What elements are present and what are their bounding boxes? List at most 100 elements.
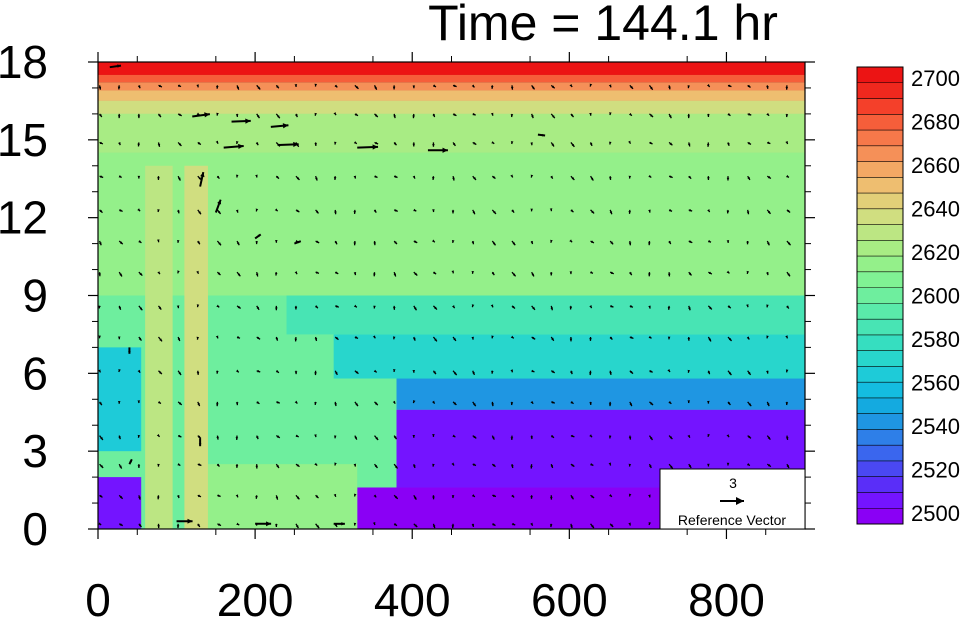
wind-vector [471,240,475,245]
wind-vector [274,208,279,212]
wind-vector [687,85,691,89]
wind-vector [216,175,220,180]
wind-vector [99,435,104,441]
wind-vector [570,113,575,118]
wind-vector [687,369,691,373]
colorbar-swatch [857,256,903,273]
wind-vector [118,240,124,245]
colorbar-swatch [857,161,903,178]
wind-vector [197,209,202,215]
wind-vector [109,64,122,69]
wind-vector [628,435,632,440]
wind-vector [471,336,474,340]
wind-vector [295,463,300,468]
wind-vector [275,435,281,439]
wind-vector [333,176,337,180]
wind-vector [235,464,239,468]
wind-vector [118,463,123,469]
wind-vector [138,336,142,342]
wind-vector [786,209,791,214]
wind-vector [589,336,592,341]
wind-vector [747,401,752,407]
wind-vector [491,335,494,339]
wind-vector [99,113,103,118]
wind-vector [629,370,634,375]
wind-vector [707,463,710,467]
wind-vector [472,370,476,376]
wind-vector [373,209,377,213]
colorbar-swatch [857,445,903,462]
wind-vector [118,523,124,527]
wind-vector [374,113,379,118]
wind-vector [393,463,399,469]
wind-vector [235,494,239,498]
wind-vector [432,209,435,213]
wind-vector [589,175,594,181]
wind-vector [334,370,338,376]
wind-vector [156,239,160,243]
wind-vector [490,112,494,116]
colorbar-swatch [857,177,903,194]
wind-vector [374,435,379,441]
wind-vector [315,305,319,309]
wind-vector [314,142,317,146]
contour-band [98,90,805,101]
wind-vector [353,493,357,497]
wind-vector [590,523,595,529]
wind-vector [471,270,475,274]
wind-vector [726,270,730,274]
wind-vector [708,271,713,275]
wind-vector [354,435,358,440]
wind-vector [177,370,182,376]
wind-vector [393,175,398,179]
wind-vector [128,347,131,354]
wind-vector [236,271,241,277]
wind-vector [491,463,496,468]
wind-vector [550,175,554,179]
wind-vector [609,370,612,375]
wind-vector [176,495,180,499]
contour-band [98,152,805,296]
wind-vector [275,84,280,89]
wind-vector [275,336,279,341]
wind-vector [216,85,219,89]
wind-vector [706,83,711,88]
wind-vector [373,85,378,90]
wind-vector [256,113,261,119]
wind-vector [118,142,121,146]
wind-vector [668,240,672,245]
colorbar-swatch [857,429,903,446]
wind-vector [785,401,789,406]
wind-vector [550,84,556,89]
wind-vector [452,434,456,438]
wind-vector [354,336,359,340]
contour-band [98,477,142,529]
wind-vector [294,271,298,275]
wind-vector [510,464,514,469]
wind-vector [412,85,416,89]
wind-vector [128,458,133,465]
wind-vector [785,335,789,339]
wind-vector [491,370,494,374]
wind-vector [236,85,240,90]
wind-vector [746,462,751,467]
wind-vector [214,199,222,213]
wind-vector [707,305,713,310]
wind-vector [99,494,103,498]
wind-vector [374,141,379,145]
wind-vector [236,141,239,145]
wind-vector [531,84,536,90]
wind-vector [432,142,435,147]
reference-vector-box: 3 Reference Vector [659,468,806,530]
y-tick-label: 9 [22,270,48,322]
wind-vector [472,401,477,407]
wind-vector [550,239,553,243]
wind-vector [176,523,180,529]
wind-vector [156,433,161,438]
wind-vector [747,84,751,88]
wind-vector [157,495,160,500]
wind-vector [235,369,240,373]
wind-vector [118,271,123,277]
wind-vector [550,435,555,439]
wind-vector [412,435,416,438]
